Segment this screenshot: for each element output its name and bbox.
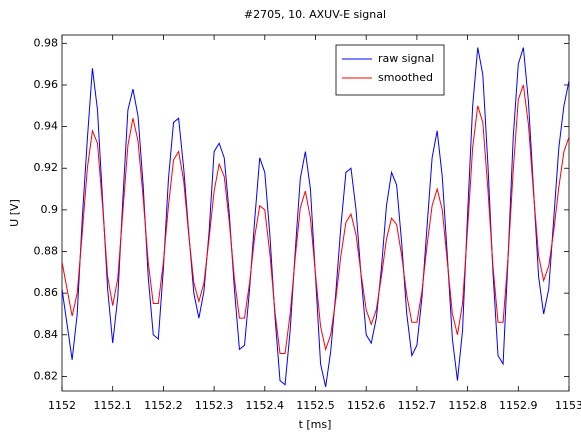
x-tick-label: 1152.3 [195, 399, 234, 412]
legend-label: smoothed [378, 71, 433, 84]
y-tick-label: 0.84 [34, 328, 59, 341]
x-tick-label: 1152.2 [144, 399, 183, 412]
x-tick-label: 1153 [555, 399, 581, 412]
y-tick-label: 0.92 [34, 161, 59, 174]
y-tick-label: 0.96 [34, 78, 59, 91]
y-tick-label: 0.82 [34, 369, 59, 382]
x-tick-label: 1152.8 [448, 399, 487, 412]
x-tick-label: 1152.1 [93, 399, 132, 412]
y-tick-label: 0.86 [34, 286, 59, 299]
legend-label: raw signal [378, 52, 434, 65]
y-tick-label: 0.98 [34, 36, 59, 49]
y-axis-label: U [V] [8, 199, 21, 227]
chart-title: #2705, 10. AXUV-E signal [244, 8, 386, 21]
x-tick-label: 1152.6 [347, 399, 386, 412]
y-tick-label: 0.94 [34, 120, 59, 133]
legend-box [335, 44, 445, 96]
x-tick-label: 1152.5 [296, 399, 335, 412]
plot-area [61, 34, 570, 392]
x-axis-label: t [ms] [299, 418, 332, 431]
y-tick-label: 0.88 [34, 245, 59, 258]
x-tick-label: 1152 [48, 399, 76, 412]
x-tick-label: 1152.9 [499, 399, 538, 412]
x-tick-label: 1152.7 [398, 399, 437, 412]
x-tick-label: 1152.4 [246, 399, 285, 412]
y-tick-label: 0.9 [41, 203, 59, 216]
line-series [62, 84, 569, 355]
